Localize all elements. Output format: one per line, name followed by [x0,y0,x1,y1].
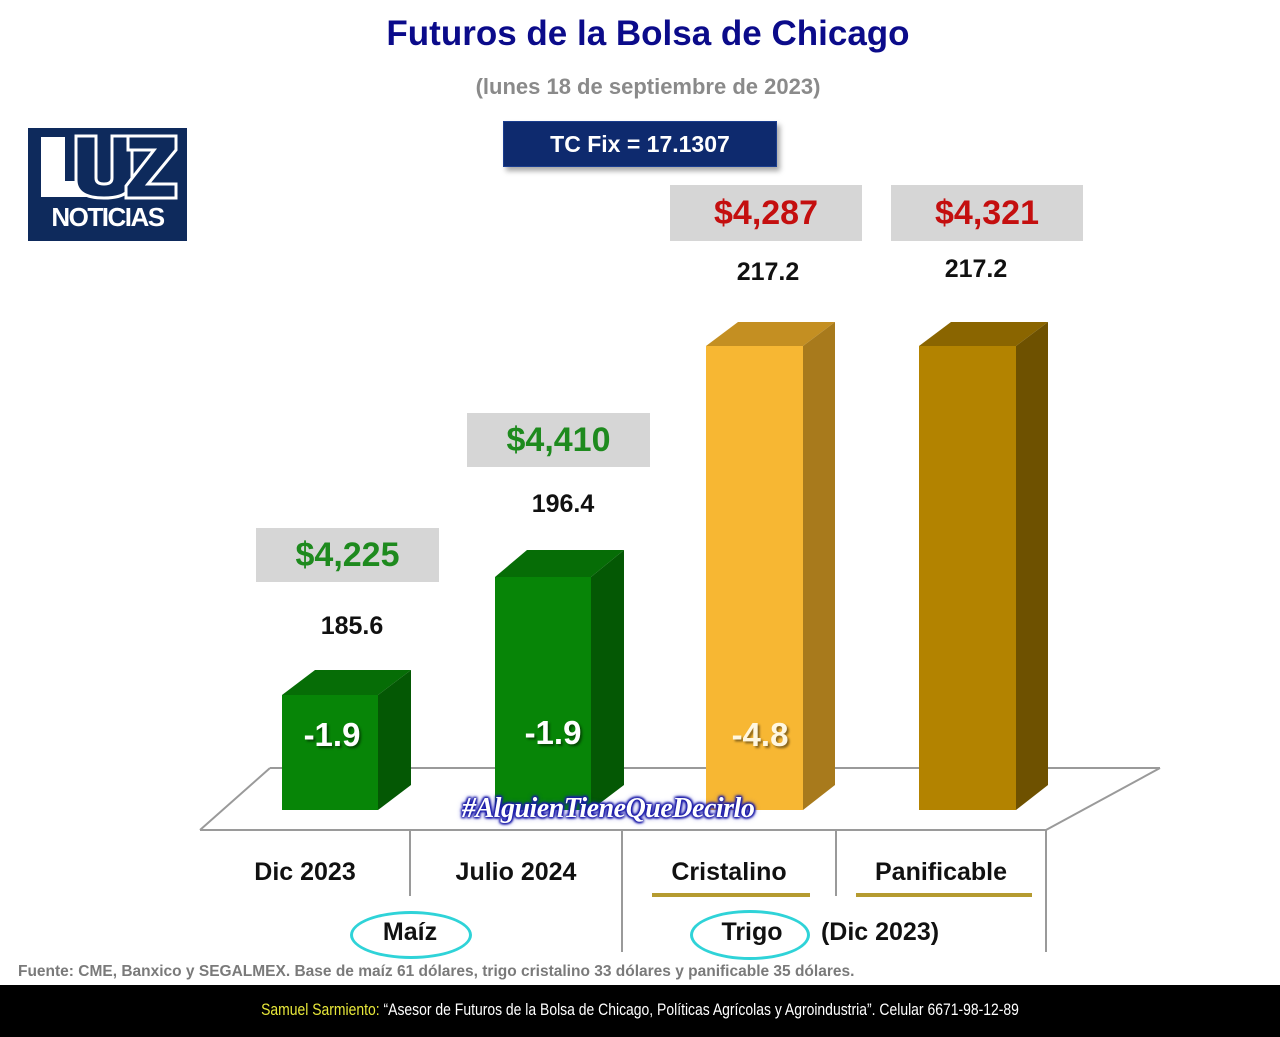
category-label-panificable: Panificable [875,858,1007,886]
chart-title: Futuros de la Bolsa de Chicago [386,14,910,53]
bar-julio-2024 [495,550,624,810]
footer-author-description: “Asesor de Futuros de la Bolsa de Chicag… [379,1000,1019,1019]
footer-author-name: Samuel Sarmiento: [261,1000,380,1019]
logo-text: NOTICIAS [51,202,165,232]
maiz-highlight-ellipse [350,911,472,959]
hashtag-watermark: #AlguienTieneQueDecirlo [462,793,755,824]
category-label-cristalino: Cristalino [671,858,787,886]
exchange-rate-badge: TC Fix = 17.1307 [503,121,777,167]
price-label-dic-2023: $4,225 [256,528,439,582]
value-label-julio-2024: 196.4 [531,490,595,518]
cristalino-underline [652,893,810,897]
source-note: Fuente: CME, Banxico y SEGALMEX. Base de… [18,963,855,980]
trigo-highlight-ellipse [690,910,810,960]
change-label-dic-2023: -1.9 [303,716,361,753]
group-label-trigo-date: (Dic 2023) [820,918,940,946]
panificable-underline [856,893,1032,897]
price-label-cristalino: $4,287 [670,185,862,241]
bar-cristalino [706,322,835,810]
change-label-cristalino: -4.8 [731,716,789,753]
luz-logo-icon [39,134,178,200]
group-label-maiz: Maíz [382,918,438,946]
price-label-panificable: $4,321 [891,185,1083,241]
price-label-julio-2024: $4,410 [467,413,650,467]
luz-noticias-logo: NOTICIAS [28,128,187,241]
category-label-julio-2024: Julio 2024 [455,858,577,886]
value-label-dic-2023: 185.6 [320,612,384,640]
group-label-trigo: Trigo [721,918,783,946]
footer-bar: Samuel Sarmiento: “Asesor de Futuros de … [0,985,1280,1037]
value-label-panificable: 217.2 [944,255,1008,283]
category-label-dic-2023: Dic 2023 [254,858,356,886]
footer-credit: Samuel Sarmiento: “Asesor de Futuros de … [115,1000,1165,1020]
chart-subtitle: (lunes 18 de septiembre de 2023) [475,74,821,99]
bar-panificable [919,322,1048,810]
bar-dic-2023 [282,670,411,810]
chart-plot-area [199,322,1161,952]
change-label-julio-2024: -1.9 [524,714,582,751]
value-label-cristalino: 217.2 [736,258,800,286]
